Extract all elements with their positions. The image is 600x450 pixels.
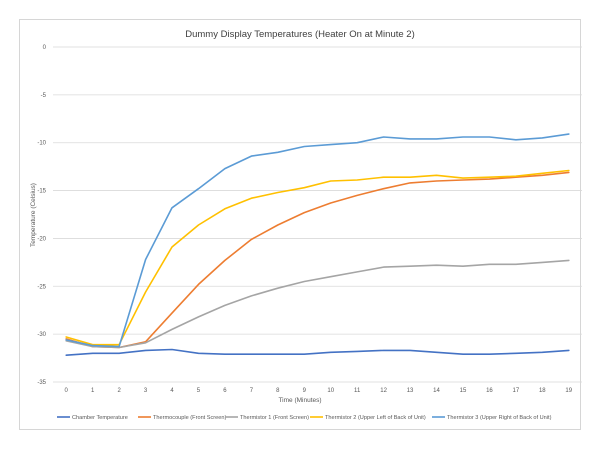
x-tick-label: 17 [513,388,520,394]
legend-label: Thermistor 2 (Upper Left of Back of Unit… [325,415,426,421]
x-tick-label: 14 [433,388,440,394]
x-tick-label: 4 [170,388,174,394]
x-tick-label: 2 [117,388,121,394]
x-tick-label: 0 [65,388,69,394]
x-tick-label: 7 [250,388,254,394]
y-tick-label: -30 [37,332,46,338]
x-tick-label: 13 [407,388,414,394]
y-tick-label: -15 [37,189,46,195]
series-line-2 [65,171,570,349]
legend: Chamber Temperature Thermocouple (Front S… [57,415,552,421]
series-lines [65,133,570,357]
series-line-4 [65,169,570,346]
legend-label: Chamber Temperature [72,415,128,421]
x-tick-label: 10 [327,388,334,394]
x-tick-label: 12 [380,388,387,394]
x-tick-label: 5 [197,388,201,394]
x-tick-label: 19 [565,388,572,394]
y-tick-label: -5 [41,93,47,99]
x-tick-label: 1 [91,388,95,394]
y-tick-label: -10 [37,141,46,147]
y-tick-label: -20 [37,236,46,242]
y-axis-title: Temperature (Celsius) [30,183,37,247]
y-tick-label: 0 [43,45,47,51]
y-tick-label: -35 [37,380,46,386]
series-line-3 [65,259,570,349]
y-tick-labels: 0 -5 -10 -15 -20 -25 -30 -35 [37,45,46,386]
legend-label: Thermocouple (Front Screen) [153,415,227,421]
chart-frame [19,19,581,430]
gridlines [53,46,582,383]
legend-label: Thermistor 1 (Front Screen) [240,415,309,421]
x-tick-label: 8 [276,388,280,394]
x-tick-label: 15 [460,388,467,394]
y-tick-label: -25 [37,284,46,290]
series-line-5 [65,133,570,348]
x-tick-label: 11 [354,388,361,394]
x-tick-label: 3 [144,388,148,394]
series-line-1 [65,348,570,357]
x-tick-label: 9 [303,388,307,394]
legend-label: Thermistor 3 (Upper Right of Back of Uni… [447,415,552,421]
chart-title: Dummy Display Temperatures (Heater On at… [185,29,415,40]
x-tick-label: 18 [539,388,546,394]
x-axis-title: Time (Minutes) [278,397,321,404]
x-tick-labels: 0 1 2 3 4 5 6 7 8 9 10 11 12 13 14 15 16 17 18 19 [65,388,573,394]
x-tick-label: 6 [223,388,227,394]
x-tick-label: 16 [486,388,493,394]
